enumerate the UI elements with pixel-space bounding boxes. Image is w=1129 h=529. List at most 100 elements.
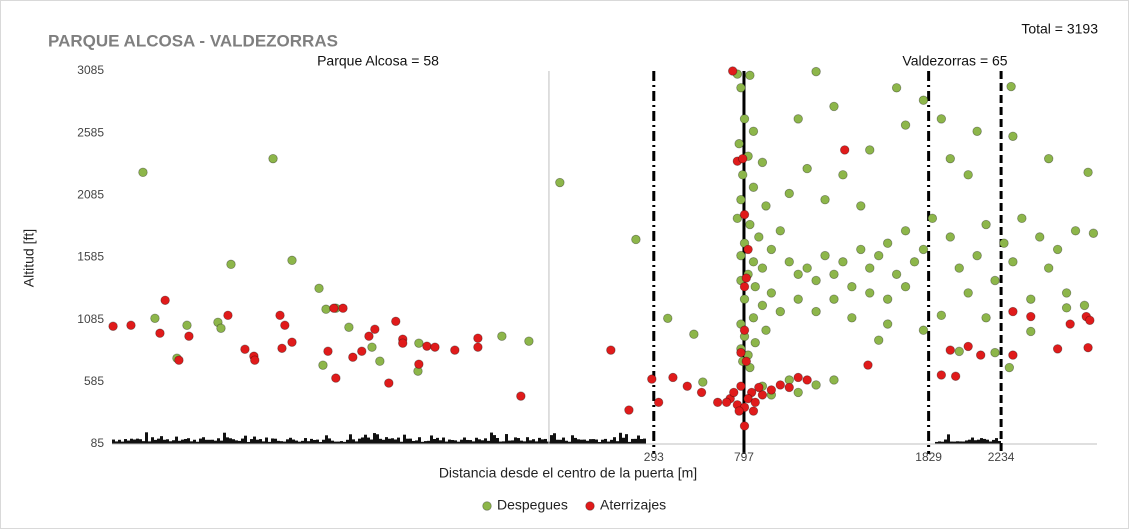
point [812,276,821,285]
point [315,284,324,293]
point [767,386,776,395]
skyline-block [583,440,586,444]
point [474,343,483,352]
point [185,332,194,341]
skyline-block [622,438,625,444]
point [812,307,821,316]
skyline-block [442,438,445,444]
skyline-block [211,440,214,444]
skyline-block [463,437,466,444]
point [742,274,751,283]
point [1026,327,1035,336]
point [803,164,812,173]
point [946,233,955,242]
annotation: Parque Alcosa = 58 [317,53,439,69]
point [973,251,982,260]
point [749,183,758,192]
skyline-block [490,433,493,444]
skyline-block [370,440,373,444]
point [740,422,749,431]
point [776,226,785,235]
point [699,378,708,387]
point [391,317,400,326]
skyline-block [199,439,202,444]
point [735,407,744,416]
point [865,264,874,273]
point [322,305,331,314]
point [839,258,848,267]
point [740,295,749,304]
skyline-block [436,438,439,444]
point [758,301,767,310]
point [357,347,366,356]
skyline-block [634,439,637,444]
skyline-block [364,435,367,444]
skyline-block [322,440,325,444]
skyline-block [544,439,547,444]
point [937,115,946,124]
skyline-block [205,440,208,444]
skyline-block [433,439,436,444]
point [175,356,184,365]
point [735,139,744,148]
point [648,375,657,384]
point [738,154,747,163]
skyline-block [505,434,508,444]
legend-marker [586,502,595,511]
point [276,311,285,320]
skyline-block [541,439,544,444]
point [737,251,746,260]
point [517,392,526,401]
point [755,233,764,242]
y-tick-label: 2085 [77,188,104,202]
point [1018,214,1027,223]
y-tick-label: 3085 [77,63,104,77]
skyline-block [175,437,178,444]
skyline-block [385,437,388,444]
point [740,282,749,291]
point [751,338,760,347]
point [830,295,839,304]
point [976,351,985,360]
point [830,376,839,385]
skyline-block [358,439,361,444]
point [127,321,136,330]
point [1044,154,1053,163]
skyline-block [532,439,535,444]
point [109,322,118,331]
point [737,195,746,204]
skyline-block [157,439,160,444]
point [669,373,678,382]
skyline-block [295,441,298,444]
point [803,376,812,385]
point [423,342,432,351]
skyline-block [274,439,277,444]
skyline-block [193,440,196,444]
skyline-block [352,439,355,444]
x-axis-label: Distancia desde el centro de la puerta [… [439,465,697,481]
skyline-block [944,440,947,444]
legend-marker [483,502,492,511]
skyline-block [220,441,223,444]
point [1009,307,1018,316]
skyline-block [271,438,274,444]
skyline-block [118,440,121,444]
point [525,337,534,346]
point [794,270,803,279]
x-tick-label: 293 [644,450,664,464]
point [991,276,1000,285]
point [690,330,699,339]
point [1009,258,1018,267]
skyline-block [604,439,607,444]
point [217,324,226,333]
point [946,346,955,355]
skyline-block [601,440,604,444]
skyline-block [983,439,986,444]
skyline-block [968,440,971,444]
point [1062,304,1071,313]
point [1053,245,1062,254]
skyline-block [403,435,406,444]
skyline-block [154,440,157,444]
skyline-block [289,438,292,444]
point [812,67,821,76]
